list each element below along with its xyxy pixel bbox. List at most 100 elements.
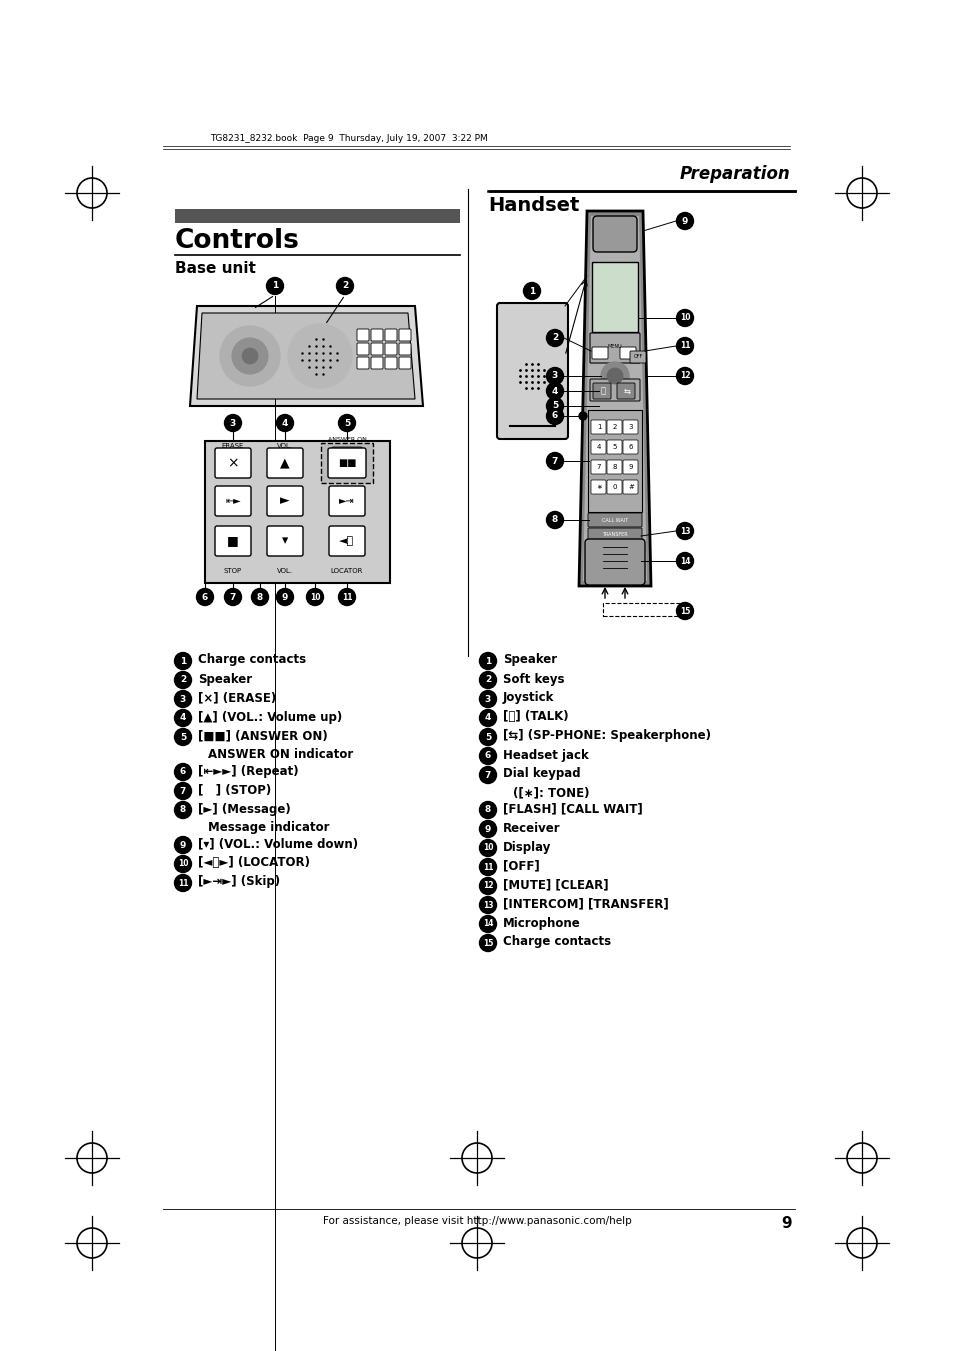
Circle shape xyxy=(546,382,563,400)
Text: #: # xyxy=(627,484,634,490)
Text: [►] (Message): [►] (Message) xyxy=(198,802,291,816)
FancyBboxPatch shape xyxy=(584,539,644,585)
FancyBboxPatch shape xyxy=(587,513,641,527)
Text: 3: 3 xyxy=(628,424,633,430)
FancyBboxPatch shape xyxy=(398,343,411,355)
Text: 15: 15 xyxy=(482,939,493,947)
Text: 6: 6 xyxy=(484,751,491,761)
Text: 5: 5 xyxy=(484,732,491,742)
Text: ×: × xyxy=(227,457,238,470)
FancyBboxPatch shape xyxy=(267,486,303,516)
Text: 0: 0 xyxy=(612,484,617,490)
Circle shape xyxy=(174,874,192,892)
Circle shape xyxy=(676,523,693,539)
Text: [⇆] (SP-PHONE: Speakerphone): [⇆] (SP-PHONE: Speakerphone) xyxy=(502,730,710,743)
Text: 10: 10 xyxy=(482,843,493,852)
FancyBboxPatch shape xyxy=(606,420,621,434)
FancyBboxPatch shape xyxy=(590,480,605,494)
Text: ■: ■ xyxy=(227,535,238,547)
Text: 1: 1 xyxy=(597,424,600,430)
Text: 8: 8 xyxy=(551,516,558,524)
Text: 11: 11 xyxy=(177,878,188,888)
Circle shape xyxy=(546,330,563,346)
Text: CALL WAIT: CALL WAIT xyxy=(601,517,627,523)
FancyBboxPatch shape xyxy=(606,440,621,454)
FancyBboxPatch shape xyxy=(589,380,639,401)
Text: ANSWER ON indicator: ANSWER ON indicator xyxy=(208,748,353,762)
Polygon shape xyxy=(190,305,422,407)
Circle shape xyxy=(174,671,192,689)
Text: LOCATOR: LOCATOR xyxy=(331,567,363,574)
FancyBboxPatch shape xyxy=(356,357,369,369)
FancyBboxPatch shape xyxy=(174,209,459,223)
Text: ⤵: ⤵ xyxy=(599,386,605,396)
Text: 4: 4 xyxy=(281,419,288,427)
FancyBboxPatch shape xyxy=(629,351,645,363)
Text: [►⇥►] (Skip): [►⇥►] (Skip) xyxy=(198,875,280,889)
Circle shape xyxy=(479,709,496,727)
Circle shape xyxy=(174,801,192,819)
Circle shape xyxy=(479,935,496,951)
Text: 9: 9 xyxy=(484,824,491,834)
Circle shape xyxy=(479,653,496,670)
Text: 3: 3 xyxy=(551,372,558,381)
Circle shape xyxy=(252,589,268,605)
FancyBboxPatch shape xyxy=(622,480,638,494)
Circle shape xyxy=(479,878,496,894)
FancyBboxPatch shape xyxy=(385,357,396,369)
Text: TG8231_8232.book  Page 9  Thursday, July 19, 2007  3:22 PM: TG8231_8232.book Page 9 Thursday, July 1… xyxy=(210,134,487,143)
Circle shape xyxy=(479,728,496,746)
FancyBboxPatch shape xyxy=(205,440,390,584)
Text: For assistance, please visit http://www.panasonic.com/help: For assistance, please visit http://www.… xyxy=(322,1216,631,1225)
Circle shape xyxy=(479,747,496,765)
Circle shape xyxy=(224,415,241,431)
Circle shape xyxy=(479,858,496,875)
Text: 6: 6 xyxy=(202,593,208,601)
Text: 3: 3 xyxy=(484,694,491,704)
Text: [▲] (VOL.: Volume up): [▲] (VOL.: Volume up) xyxy=(198,711,342,724)
FancyBboxPatch shape xyxy=(592,347,607,359)
Circle shape xyxy=(546,512,563,528)
Circle shape xyxy=(338,589,355,605)
FancyBboxPatch shape xyxy=(267,449,303,478)
Text: ANSWER ON: ANSWER ON xyxy=(327,436,366,442)
Text: 5: 5 xyxy=(343,419,350,427)
Text: 11: 11 xyxy=(341,593,352,601)
Text: [OFF]: [OFF] xyxy=(502,859,539,873)
Text: Message indicator: Message indicator xyxy=(208,821,329,835)
Circle shape xyxy=(276,415,294,431)
FancyBboxPatch shape xyxy=(606,459,621,474)
Text: TRANSFER: TRANSFER xyxy=(601,532,627,538)
Text: [INTERCOM] [TRANSFER]: [INTERCOM] [TRANSFER] xyxy=(502,897,668,911)
Text: 3: 3 xyxy=(230,419,236,427)
Circle shape xyxy=(606,367,622,384)
Text: 1: 1 xyxy=(272,281,278,290)
Text: 2: 2 xyxy=(612,424,617,430)
Text: 10: 10 xyxy=(679,313,690,323)
Circle shape xyxy=(306,589,323,605)
Text: ▲: ▲ xyxy=(280,457,290,470)
Circle shape xyxy=(479,916,496,932)
Circle shape xyxy=(676,603,693,620)
Circle shape xyxy=(174,855,192,873)
Text: ⇆: ⇆ xyxy=(623,386,630,396)
Text: 7: 7 xyxy=(484,770,491,780)
Text: 4: 4 xyxy=(484,713,491,723)
Circle shape xyxy=(174,782,192,800)
Text: [◄⧗►] (LOCATOR): [◄⧗►] (LOCATOR) xyxy=(198,857,310,870)
FancyBboxPatch shape xyxy=(593,382,610,399)
Circle shape xyxy=(479,820,496,838)
Text: 5: 5 xyxy=(551,401,558,411)
Circle shape xyxy=(266,277,283,295)
Text: 11: 11 xyxy=(679,342,690,350)
Circle shape xyxy=(232,338,268,374)
Text: OFF: OFF xyxy=(633,354,642,359)
FancyBboxPatch shape xyxy=(589,332,639,363)
FancyBboxPatch shape xyxy=(617,382,635,399)
Circle shape xyxy=(224,589,241,605)
Circle shape xyxy=(676,338,693,354)
Text: 8: 8 xyxy=(180,805,186,815)
Text: 9: 9 xyxy=(681,216,687,226)
Circle shape xyxy=(676,367,693,385)
Text: ►: ► xyxy=(280,494,290,508)
